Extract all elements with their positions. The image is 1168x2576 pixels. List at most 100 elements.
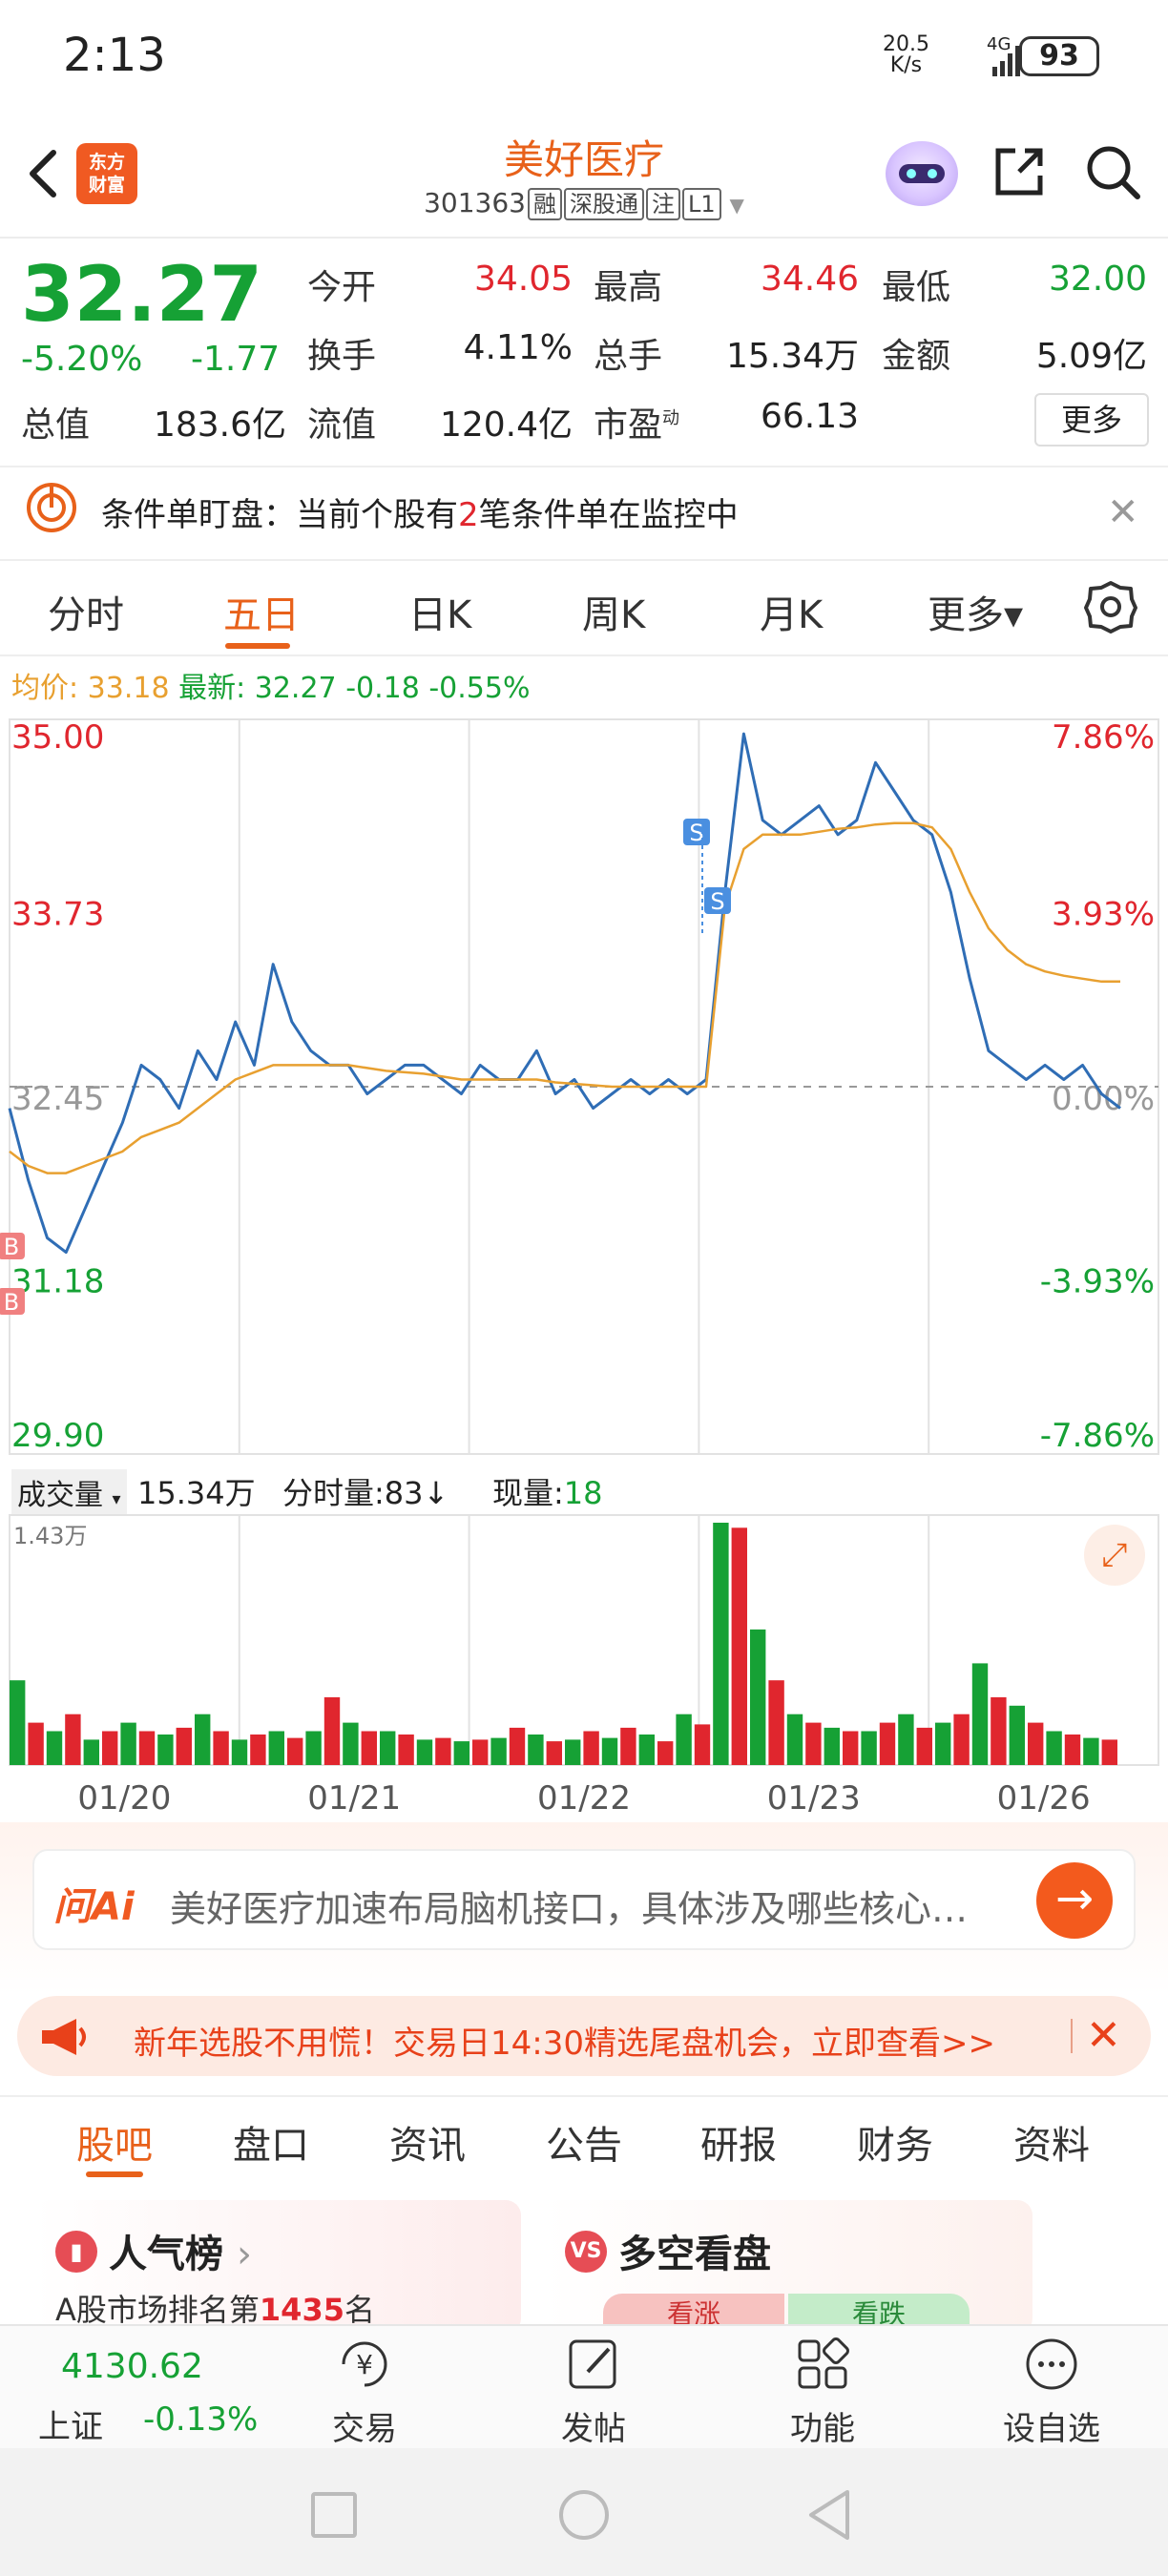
volume-bar	[991, 1697, 1007, 1765]
post-icon[interactable]	[565, 2336, 622, 2393]
promo-divider	[1071, 2019, 1073, 2053]
x-tick-label: 01/20	[77, 1779, 171, 1818]
tab-profile[interactable]: 资料	[1013, 2124, 1090, 2168]
quote-label-volume: 总手	[594, 337, 663, 376]
popularity-card[interactable]	[34, 2200, 521, 2334]
y-tick-right: -3.93%	[1040, 1263, 1155, 1301]
quote-label-float-cap: 流值	[307, 405, 377, 445]
volume-bar	[879, 1722, 896, 1765]
tab-weekly-k[interactable]: 周K	[582, 593, 646, 637]
functions-label[interactable]: 功能	[790, 2410, 855, 2448]
volume-bar	[83, 1739, 99, 1765]
index-value[interactable]: 4130.62	[61, 2347, 203, 2386]
latest-value: 32.27	[254, 672, 337, 705]
ai-assistant-avatar[interactable]	[886, 141, 958, 206]
trade-label[interactable]: 交易	[332, 2410, 397, 2448]
more-dots-icon[interactable]	[1023, 2336, 1080, 2393]
volume-bar	[305, 1731, 322, 1765]
volume-bar	[565, 1739, 581, 1765]
quote-value-turnover: 4.11%	[463, 328, 573, 367]
arrow-right-icon[interactable]: →	[1036, 1862, 1113, 1939]
stock-code-line[interactable]: 301363 融深股通注 L1 ▼	[0, 187, 1168, 220]
volume-bar	[176, 1727, 192, 1765]
date-axis: 01/20 01/21 01/22 01/23 01/26	[77, 1779, 1091, 1818]
volume-bar	[398, 1735, 414, 1765]
tick-volume: 分时量:83↓	[282, 1475, 449, 1511]
volume-bar	[1028, 1722, 1044, 1765]
volume-bar	[657, 1741, 674, 1765]
active-tab-indicator	[225, 643, 290, 649]
volume-bar	[1064, 1735, 1081, 1765]
active-tab-indicator	[86, 2171, 143, 2177]
quote-value-volume: 15.34万	[725, 337, 859, 376]
tab-research[interactable]: 研报	[700, 2124, 777, 2168]
ai-question-box[interactable]	[32, 1849, 1136, 1950]
home-icon[interactable]	[559, 2490, 609, 2540]
gear-icon[interactable]	[1084, 580, 1137, 634]
avg-value: 33.18	[87, 672, 170, 705]
quote-label-amount: 金额	[882, 337, 951, 376]
volume-bar	[490, 1737, 507, 1765]
vs-icon: VS	[565, 2231, 607, 2273]
post-label[interactable]: 发帖	[561, 2410, 626, 2448]
trade-icon[interactable]: ¥	[336, 2336, 393, 2393]
add-watchlist-label[interactable]: 设自选	[1003, 2410, 1100, 2448]
tab-news[interactable]: 资讯	[389, 2124, 466, 2168]
volume-bar	[731, 1527, 747, 1765]
more-button[interactable]: 更多	[1034, 393, 1149, 447]
volume-bar	[583, 1731, 599, 1765]
svg-text:¥: ¥	[356, 2349, 373, 2380]
functions-icon[interactable]	[794, 2336, 851, 2393]
bull-bear-title: 多空看盘	[618, 2233, 771, 2276]
tab-monthly-k[interactable]: 月K	[760, 593, 824, 637]
price-chart[interactable]: 35.00 7.86% 33.73 3.93% 32.45 0.00% 31.18 -3.93…	[0, 706, 1168, 1460]
promo-text[interactable]: 新年选股不用慌！交易日14:30精选尾盘机会，立即查看>>	[134, 2025, 995, 2063]
index-name: 上证	[38, 2408, 103, 2446]
latest-change: -0.18	[345, 672, 420, 705]
tab-more[interactable]: 更多▾	[928, 593, 1024, 637]
tab-forum[interactable]: 股吧	[76, 2124, 153, 2168]
close-icon[interactable]: ✕	[1086, 2011, 1121, 2060]
back-arrow-icon[interactable]	[19, 143, 67, 204]
volume-bar	[195, 1714, 211, 1765]
share-icon[interactable]	[989, 141, 1050, 202]
avg-label: 均价:	[11, 672, 79, 705]
volume-bar	[28, 1722, 44, 1765]
svg-text:S: S	[710, 888, 724, 915]
close-icon[interactable]: ✕	[1107, 490, 1139, 534]
x-tick-label: 01/26	[997, 1779, 1091, 1818]
dropdown-triangle-icon: ▼	[729, 194, 744, 217]
recent-apps-icon[interactable]	[311, 2492, 357, 2538]
ai-question-text[interactable]: 美好医疗加速布局脑机接口，具体涉及哪些核心…	[170, 1888, 969, 1930]
condition-banner[interactable]	[0, 466, 1168, 561]
volume-bar	[861, 1731, 877, 1765]
volume-bar	[1009, 1705, 1025, 1765]
volume-bar	[10, 1680, 26, 1765]
volume-selector[interactable]: 成交量 ▾	[11, 1469, 127, 1515]
battery-icon: 93	[1019, 36, 1099, 76]
tab-announcements[interactable]: 公告	[546, 2124, 622, 2168]
volume-bar	[120, 1722, 136, 1765]
volume-bar	[1083, 1737, 1099, 1765]
expand-icon[interactable]: ⤢	[1084, 1525, 1145, 1586]
search-icon[interactable]	[1082, 141, 1143, 202]
tab-orderbook[interactable]: 盘口	[233, 2124, 309, 2168]
tab-five-day[interactable]: 五日	[223, 593, 300, 637]
back-icon[interactable]	[805, 2488, 853, 2542]
y-tick-right: 0.00%	[1052, 1080, 1155, 1118]
volume-bar	[472, 1739, 489, 1765]
latest-pct: -0.55%	[428, 672, 531, 705]
volume-bar	[1101, 1739, 1117, 1765]
x-tick-label: 01/23	[767, 1779, 861, 1818]
tag-registered: 注	[645, 188, 680, 220]
tab-daily-k[interactable]: 日K	[408, 593, 472, 637]
promo-banner[interactable]	[17, 1996, 1151, 2076]
latest-label: 最新:	[178, 672, 246, 705]
tab-finance[interactable]: 财务	[857, 2124, 933, 2168]
quote-value-high: 34.46	[760, 260, 859, 299]
avg-latest-line: 均价: 33.18 最新: 32.27 -0.18 -0.55%	[11, 664, 531, 706]
header	[0, 114, 1168, 239]
tab-minute[interactable]: 分时	[48, 593, 124, 637]
quote-value-amount: 5.09亿	[1035, 337, 1147, 376]
now-volume: 现量:18	[492, 1475, 603, 1511]
